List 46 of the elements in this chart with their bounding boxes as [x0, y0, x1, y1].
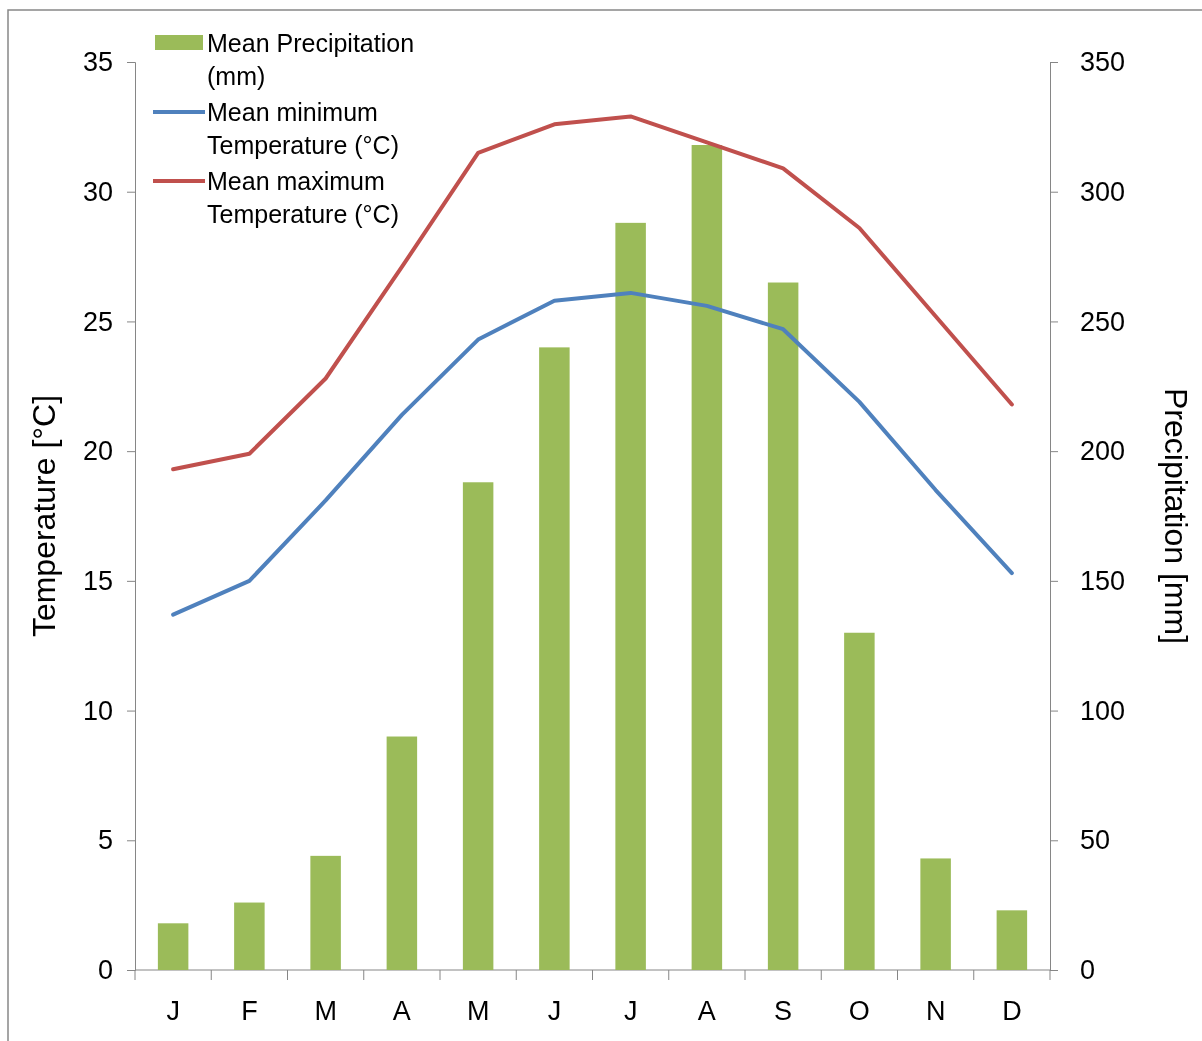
bar	[615, 222, 646, 970]
bar	[310, 855, 341, 970]
y2-tick-label: 200	[1080, 436, 1126, 467]
y-tick-label: 15	[82, 566, 113, 596]
bar	[844, 632, 875, 970]
y2-tick-label: 0	[1080, 955, 1096, 986]
x-tick-label: J	[166, 996, 180, 1026]
bar	[996, 910, 1028, 970]
legend-label: Mean Precipitation (mm)	[207, 29, 415, 90]
bar	[691, 145, 723, 970]
x-tick-label: F	[241, 996, 258, 1026]
y2-tick-label: 100	[1080, 695, 1126, 726]
y-tick-label: 10	[82, 695, 113, 726]
y-tick-label: 30	[82, 176, 113, 207]
bar	[234, 902, 265, 970]
x-tick-label: N	[925, 996, 946, 1026]
x-tick-label: J	[547, 996, 562, 1026]
x-tick-label: A	[392, 996, 411, 1026]
y-tick-label: 5	[97, 825, 113, 856]
x-tick-label: S	[774, 996, 793, 1026]
legend-label: Mean minimum Temperature (°C)	[207, 98, 399, 159]
y-tick-label: 35	[82, 47, 113, 78]
y-tick-label: 25	[82, 306, 113, 337]
x-tick-label: M	[314, 996, 337, 1026]
y2-axis-title: Precipitation [mm]	[1158, 387, 1194, 645]
legend-label: Mean maximum Temperature (°C)	[207, 167, 399, 228]
x-tick-label: O	[848, 996, 870, 1026]
y-tick-label: 20	[82, 436, 113, 467]
y2-tick-label: 150	[1080, 566, 1126, 596]
bar	[386, 736, 418, 970]
x-tick-label: J	[623, 996, 638, 1026]
line-series	[171, 290, 1014, 617]
y2-tick-label: 350	[1080, 47, 1126, 78]
y2-tick-label: 300	[1080, 176, 1126, 207]
bar	[920, 858, 951, 970]
bar	[539, 347, 570, 970]
x-tick-label: A	[697, 996, 716, 1026]
x-tick-label: D	[1002, 996, 1022, 1026]
bar	[157, 923, 189, 970]
y2-tick-label: 250	[1080, 306, 1126, 337]
bar	[462, 482, 494, 970]
y2-tick-label: 50	[1080, 825, 1111, 856]
x-tick-label: M	[466, 996, 490, 1026]
y-axis-title: Temperature [°C]	[26, 394, 62, 638]
y-tick-label: 0	[97, 955, 113, 986]
bar	[767, 282, 799, 970]
